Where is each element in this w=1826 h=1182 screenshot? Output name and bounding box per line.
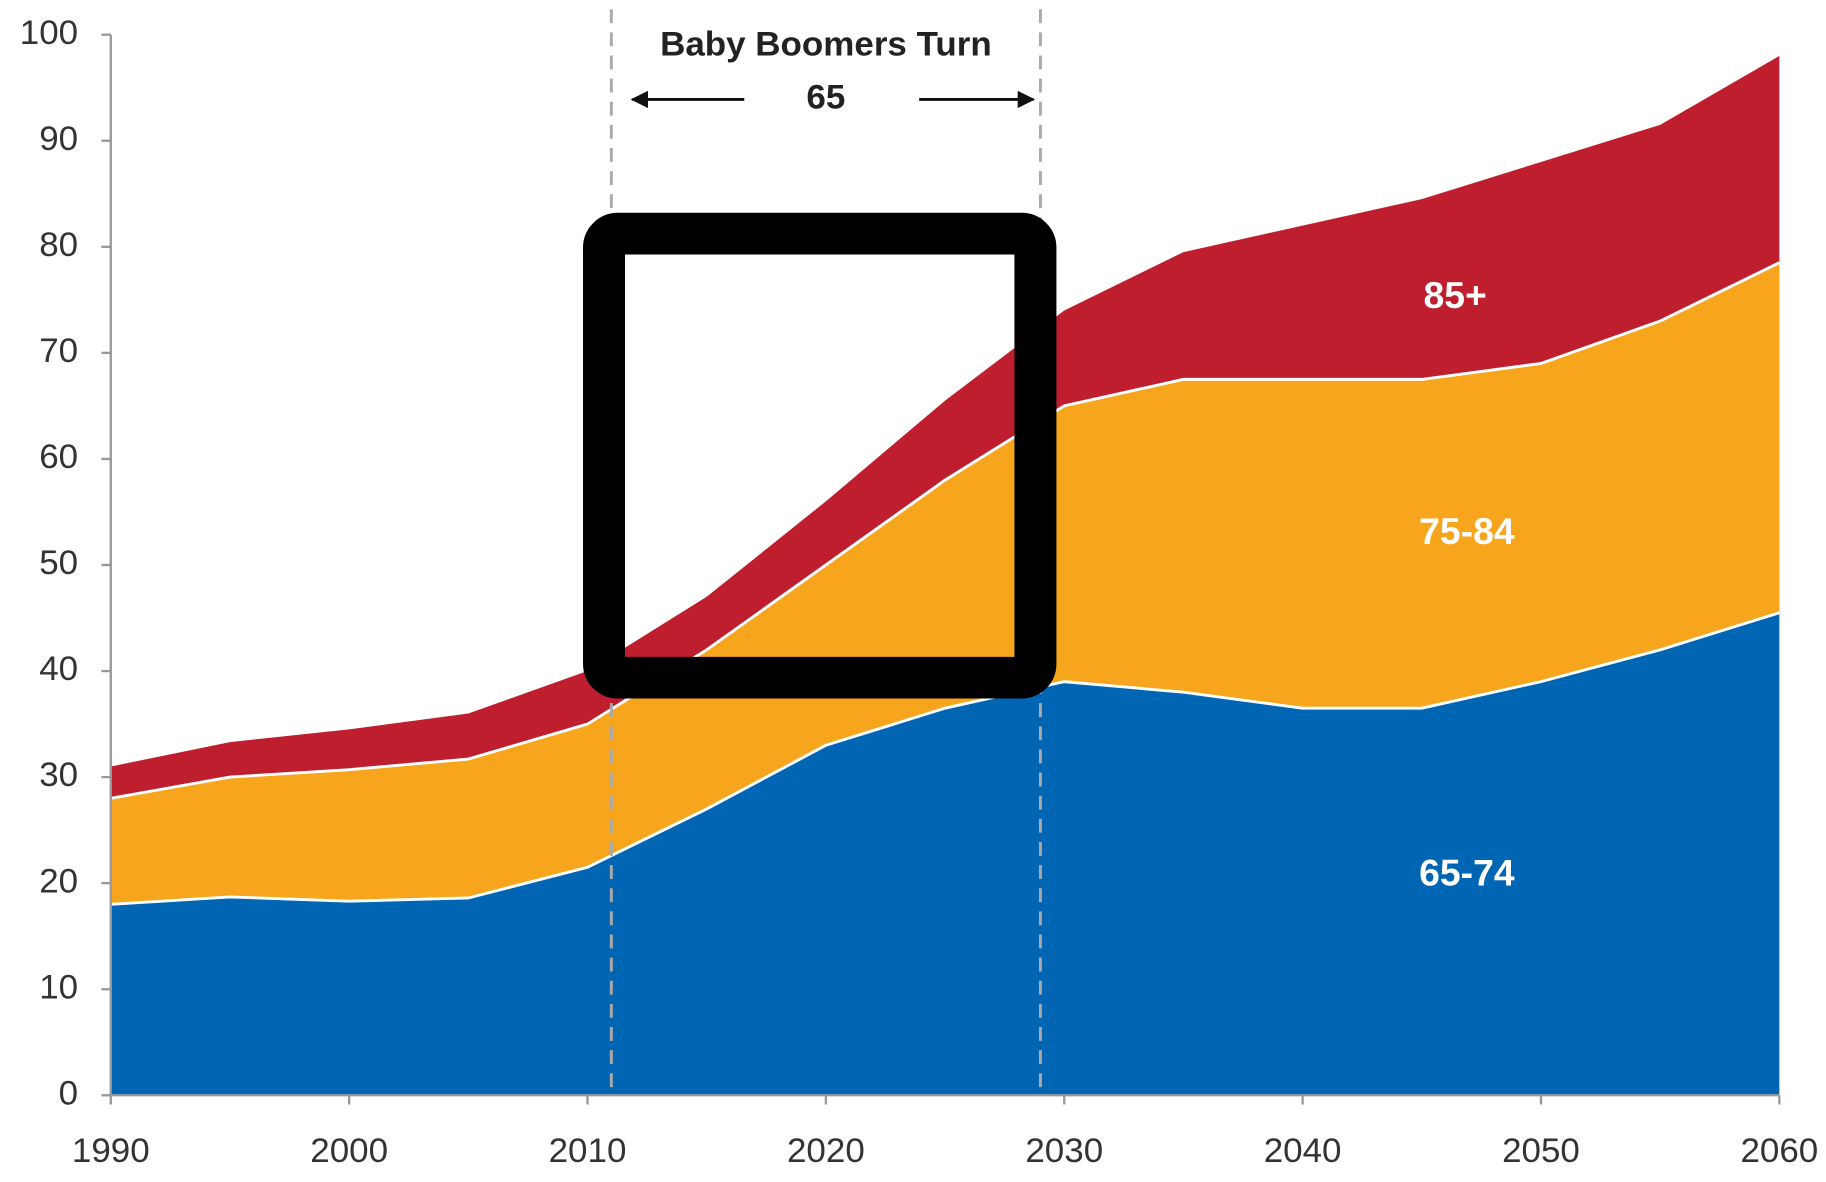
x-tick-label: 2030	[1025, 1131, 1103, 1170]
y-tick-label: 30	[39, 755, 78, 794]
series-label: 65-74	[1419, 851, 1515, 893]
x-tick-label: 2020	[787, 1131, 865, 1170]
y-tick-label: 10	[39, 967, 78, 1006]
y-tick-label: 50	[39, 543, 78, 582]
x-tick-label: 2060	[1740, 1131, 1818, 1170]
y-tick-label: 90	[39, 119, 78, 158]
x-tick-label: 2040	[1264, 1131, 1342, 1170]
separator	[110, 611, 1780, 906]
series-label: 85+	[1424, 274, 1487, 316]
y-tick-label: 60	[39, 437, 78, 476]
y-tick-label: 100	[20, 13, 78, 52]
annotation-age: 65	[806, 78, 845, 117]
highlight-box	[583, 212, 1057, 699]
annotation-title: Baby Boomers Turn	[660, 25, 992, 64]
area	[110, 55, 1780, 799]
y-tick-label: 40	[39, 649, 78, 688]
y-tick-label: 20	[39, 861, 78, 900]
areas	[110, 55, 1781, 1096]
area	[110, 262, 1780, 905]
y-tick-label: 80	[39, 225, 78, 264]
x-tick-label: 2010	[549, 1131, 627, 1170]
x-tick-label: 1990	[72, 1131, 150, 1170]
x-tick-label: 2050	[1502, 1131, 1580, 1170]
x-tick-label: 2000	[310, 1131, 388, 1170]
y-tick-label: 70	[39, 331, 78, 370]
series-label: 75-84	[1419, 510, 1515, 552]
y-tick-label: 0	[59, 1074, 78, 1113]
area	[110, 612, 1780, 1096]
separator	[110, 261, 1781, 800]
